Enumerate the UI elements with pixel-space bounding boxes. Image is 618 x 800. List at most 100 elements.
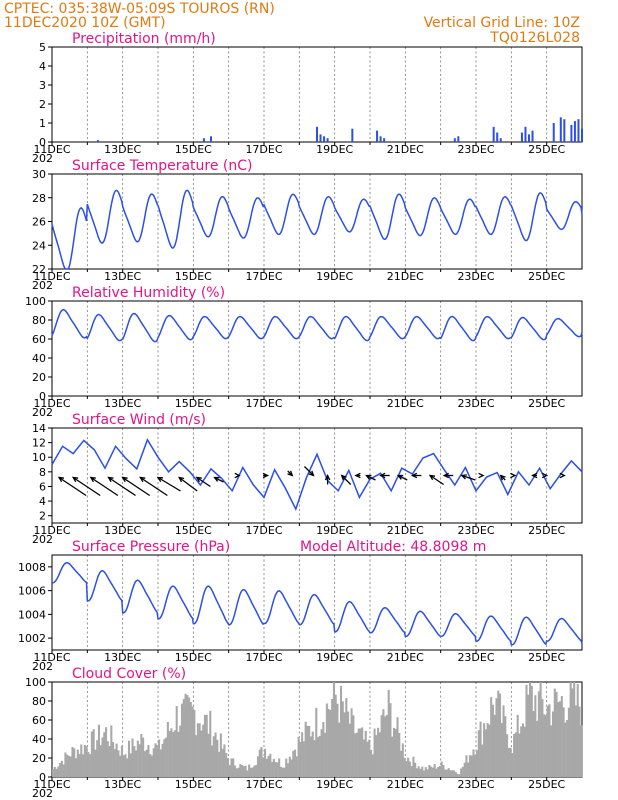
wind-arrow-head	[71, 476, 79, 483]
cloud-bar	[154, 743, 157, 777]
precip-bar	[573, 121, 576, 142]
cloud-bar	[288, 756, 291, 777]
wind-arrow-head	[178, 476, 185, 483]
cloud-bar	[136, 740, 139, 777]
cloud-bar	[258, 749, 261, 777]
cloud-bar	[472, 749, 475, 777]
cloud-bar	[177, 731, 180, 777]
cloud-bar	[536, 720, 539, 777]
cloud-bar	[57, 766, 60, 777]
cloud-bar	[405, 761, 408, 777]
cloud-bar	[453, 770, 456, 777]
cloud-bar	[92, 729, 95, 777]
cloud-bar	[509, 747, 512, 777]
cloud-bar	[424, 767, 427, 777]
cloud-bar	[339, 685, 343, 777]
cloud-bar	[345, 698, 348, 777]
cloud-bar	[373, 728, 376, 777]
cloud-bar	[89, 754, 92, 777]
cloud-bar	[403, 757, 406, 777]
cloud-bar	[484, 729, 487, 777]
cloud-bar	[166, 721, 169, 777]
x-tick-label: 21DEC	[387, 651, 424, 664]
cloud-bar	[329, 709, 332, 777]
cloud-bar	[198, 723, 201, 777]
precip-bar	[351, 128, 354, 142]
cloud-bar	[172, 731, 175, 777]
cloud-bar	[467, 762, 470, 777]
x-year-fragment: 202	[32, 787, 53, 800]
cloud-bar	[474, 754, 477, 777]
cloud-bar	[221, 748, 224, 777]
x-tick-label: 23DEC	[457, 397, 494, 410]
precip-bar	[492, 126, 495, 142]
cloud-bar	[447, 768, 450, 777]
cloud-bar	[200, 730, 203, 777]
y-tick-label: 10	[32, 451, 46, 464]
cloud-bar	[387, 689, 390, 777]
cloud-bar	[317, 737, 320, 777]
cloud-bar	[150, 755, 153, 777]
cloud-bar	[456, 773, 459, 777]
cloud-bar	[295, 756, 298, 777]
cloud-bar	[216, 739, 219, 777]
wind-arrow-head	[89, 476, 96, 483]
y-tick-label: 40	[32, 733, 46, 746]
wind-arrow	[108, 476, 136, 497]
cloud-bar	[580, 725, 583, 777]
cloud-bar	[152, 748, 155, 777]
precip-bar	[552, 123, 555, 142]
cloud-bar	[235, 768, 238, 777]
cloud-bar	[366, 741, 369, 777]
cloud-bar	[175, 706, 178, 777]
x-tick-label: 21DEC	[387, 270, 424, 283]
y-tick-label: 80	[32, 695, 46, 708]
cloud-bar	[559, 701, 562, 777]
cloud-bar	[69, 756, 72, 777]
wind-arrow	[90, 476, 119, 497]
cloud-bar	[361, 727, 364, 777]
wind-arrow-head	[262, 472, 270, 479]
y-tick-label: 1002	[18, 632, 46, 645]
cloud-bar	[398, 732, 401, 777]
precip-bar	[520, 132, 523, 142]
cloud-bar	[59, 763, 62, 777]
y-tick-label: 1006	[18, 585, 46, 598]
cloud-bar	[264, 748, 267, 777]
y-tick-label: 40	[32, 352, 46, 365]
cloud-bar	[352, 715, 355, 777]
cloud-bar	[71, 746, 74, 777]
wind-arrow-head	[428, 474, 436, 481]
cloud-bar	[165, 737, 168, 777]
panel-temperature: 22 24 26 28 30 11DEC 13DEC 15DEC 17DEC 19DEC 21DEC…	[32, 158, 583, 292]
panel-title: Surface Pressure (hPa)	[72, 539, 230, 555]
cloud-bar	[251, 767, 254, 777]
cloud-bar	[419, 768, 422, 777]
cloud-bar	[488, 724, 491, 777]
x-tick-label: 25DEC	[528, 651, 565, 664]
cloud-bar	[500, 722, 503, 777]
cloud-bar	[315, 707, 318, 777]
cloud-bar	[292, 750, 295, 777]
x-tick-label: 13DEC	[104, 778, 141, 791]
cloud-bar	[504, 716, 507, 777]
cloud-bar	[283, 767, 286, 777]
cloud-bar	[493, 714, 496, 777]
cloud-bar	[158, 739, 161, 777]
x-tick-label: 15DEC	[175, 143, 212, 156]
wind-arrow	[139, 476, 168, 497]
y-tick-label: 22	[32, 263, 46, 276]
wind-arrow-head	[510, 472, 517, 479]
y-tick-label: 6	[39, 480, 46, 493]
x-tick-label: 19DEC	[316, 270, 353, 283]
cloud-bar	[180, 703, 184, 777]
cloud-bar	[64, 752, 67, 777]
cloud-bar	[53, 766, 56, 777]
wind-arrow	[178, 476, 198, 492]
cloud-bar	[286, 763, 290, 777]
cloud-bar	[350, 708, 353, 777]
cloud-bar	[106, 741, 109, 777]
precip-bar	[376, 130, 379, 142]
cloud-bar	[168, 731, 171, 777]
cloud-bar	[82, 754, 85, 777]
